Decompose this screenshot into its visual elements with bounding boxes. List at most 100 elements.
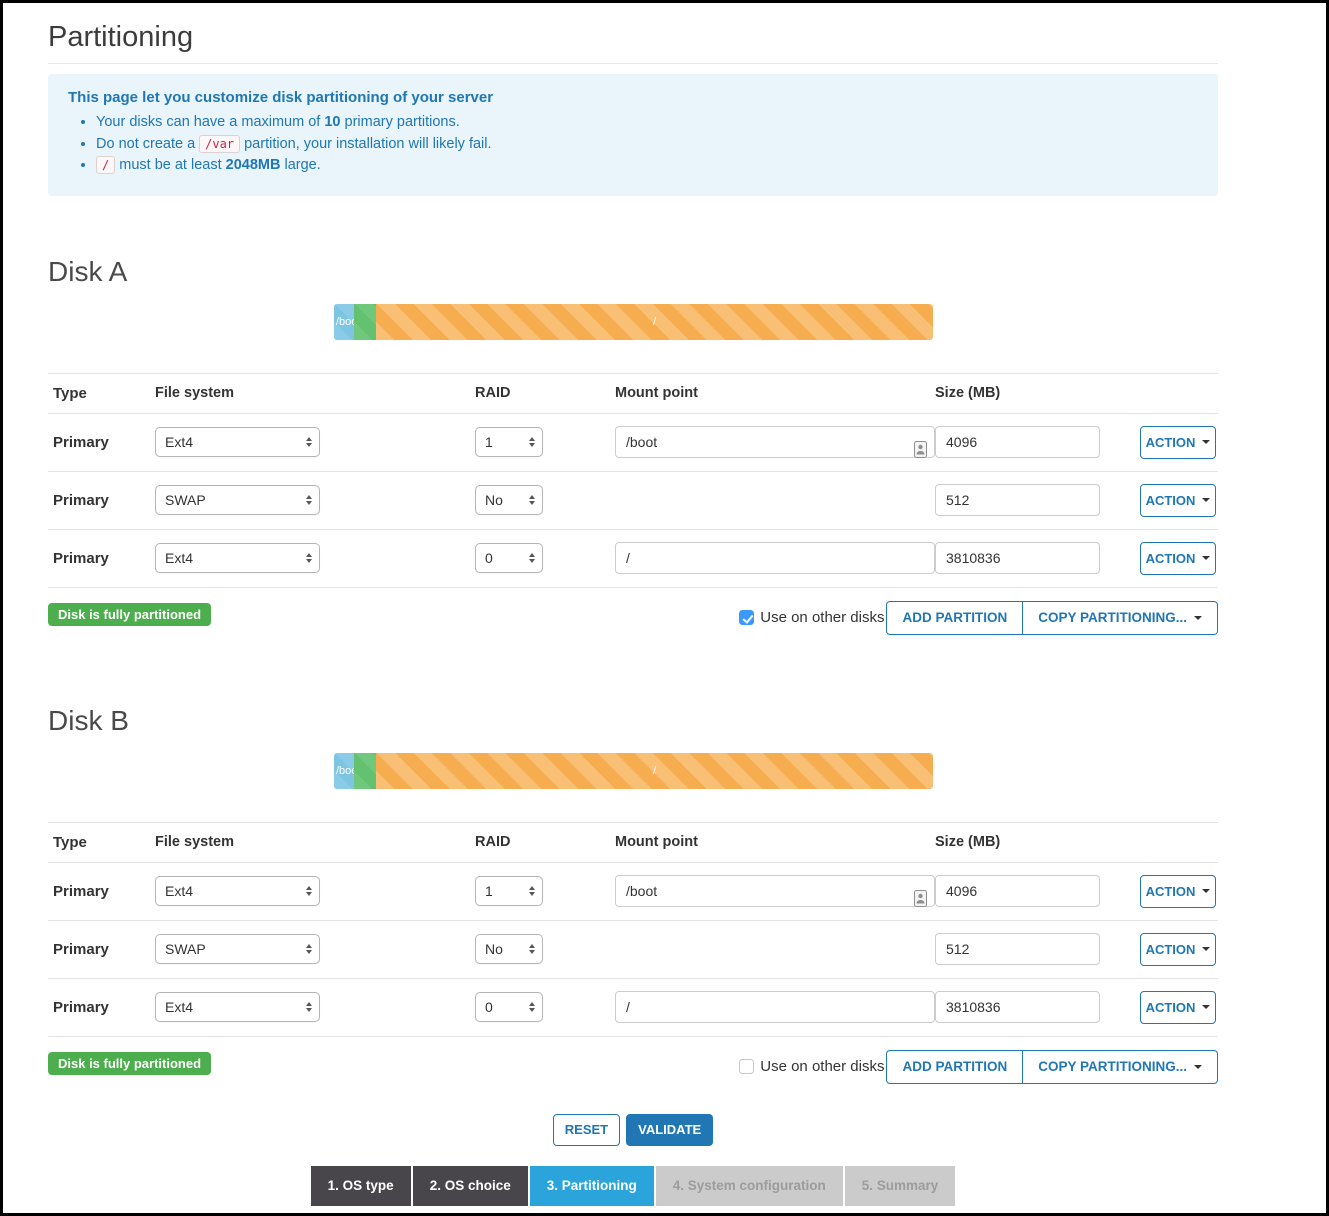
col-header-type: Type [53, 384, 87, 402]
raid-select[interactable]: 1 [475, 876, 543, 906]
size-input[interactable] [935, 991, 1100, 1023]
caret-down-icon [1202, 889, 1211, 893]
disk-a-title: Disk A [48, 255, 128, 287]
partition-actions-group: ADD PARTITION COPY PARTITIONING... [886, 600, 1218, 635]
action-dropdown-button[interactable]: ACTION [1140, 483, 1216, 517]
partition-segment-boot: /boo [334, 303, 354, 340]
partition-segment-boot: /boo [334, 752, 354, 789]
caret-down-icon [1194, 1064, 1202, 1069]
col-header-filesystem: File system [155, 834, 234, 850]
size-input[interactable] [935, 542, 1100, 574]
raid-select[interactable]: No [475, 485, 543, 515]
col-header-raid: RAID [475, 385, 511, 401]
info-heading: This page let you customize disk partiti… [68, 89, 494, 106]
size-input[interactable] [935, 426, 1100, 458]
mount-point-input[interactable] [615, 542, 935, 574]
mount-point-input[interactable] [615, 991, 935, 1023]
validate-button[interactable]: VALIDATE [626, 1113, 714, 1146]
action-dropdown-button[interactable]: ACTION [1140, 932, 1216, 966]
table-row: Primary SWAP No ACTION [48, 472, 1218, 530]
select-arrows-icon [529, 437, 535, 447]
disk-section-b: Disk B /boo / Type File system RAID Moun… [48, 705, 1218, 1084]
title-divider [48, 63, 1218, 64]
disk-b-title: Disk B [48, 704, 129, 736]
caret-down-icon [1194, 615, 1202, 620]
raid-select[interactable]: No [475, 934, 543, 964]
add-partition-button[interactable]: ADD PARTITION [886, 1049, 1024, 1084]
disk-section-a: Disk A /boo / Type File system RAID Moun… [48, 256, 1218, 635]
wizard-steps: 1. OS type 2. OS choice 3. Partitioning … [48, 1165, 1218, 1206]
info-bullet-var-warning: Do not create a /var partition, your ins… [96, 134, 1198, 155]
filesystem-select[interactable]: Ext4 [155, 876, 320, 906]
copy-partitioning-button[interactable]: COPY PARTITIONING... [1023, 600, 1218, 635]
select-arrows-icon [529, 886, 535, 896]
partition-segment-swap [354, 303, 376, 340]
copy-partitioning-button[interactable]: COPY PARTITIONING... [1023, 1049, 1218, 1084]
step-os-choice[interactable]: 2. OS choice [412, 1165, 528, 1206]
autofill-contact-icon[interactable] [914, 890, 927, 912]
caret-down-icon [1202, 440, 1211, 444]
col-header-mount: Mount point [615, 834, 698, 850]
step-os-type[interactable]: 1. OS type [310, 1165, 411, 1206]
action-dropdown-button[interactable]: ACTION [1140, 990, 1216, 1024]
partition-segment-swap [354, 752, 376, 789]
partition-type: Primary [53, 433, 109, 451]
partition-type: Primary [53, 549, 109, 567]
raid-select[interactable]: 0 [475, 992, 543, 1022]
col-header-size: Size (MB) [935, 834, 1001, 850]
select-arrows-icon [529, 1002, 535, 1012]
raid-select[interactable]: 0 [475, 543, 543, 573]
select-arrows-icon [306, 495, 312, 505]
select-arrows-icon [529, 495, 535, 505]
disk-a-footer: Disk is fully partitioned Use on other d… [48, 600, 1218, 635]
action-dropdown-button[interactable]: ACTION [1140, 874, 1216, 908]
use-on-other-disks-checkbox[interactable] [739, 610, 755, 625]
col-header-raid: RAID [475, 834, 511, 850]
action-dropdown-button[interactable]: ACTION [1140, 541, 1216, 575]
filesystem-select[interactable]: Ext4 [155, 427, 320, 457]
mount-point-input[interactable] [615, 426, 935, 458]
step-partitioning[interactable]: 3. Partitioning [529, 1165, 654, 1206]
filesystem-select[interactable]: SWAP [155, 934, 320, 964]
select-arrows-icon [529, 553, 535, 563]
select-arrows-icon [529, 944, 535, 954]
use-on-other-disks-checkbox[interactable] [739, 1059, 755, 1074]
col-header-mount: Mount point [615, 385, 698, 401]
autofill-contact-icon[interactable] [914, 441, 927, 463]
mount-point-input[interactable] [615, 875, 935, 907]
size-input[interactable] [935, 484, 1100, 516]
table-row: Primary Ext4 1 ACTION [48, 863, 1218, 921]
col-header-size: Size (MB) [935, 385, 1001, 401]
partition-segment-root: / [376, 303, 933, 340]
action-dropdown-button[interactable]: ACTION [1140, 425, 1216, 459]
select-arrows-icon [306, 437, 312, 447]
col-header-type: Type [53, 833, 87, 851]
use-on-other-disks-label: Use on other disks [760, 1058, 885, 1075]
step-summary: 5. Summary [844, 1165, 956, 1206]
raid-select[interactable]: 1 [475, 427, 543, 457]
partition-type: Primary [53, 882, 109, 900]
table-row: Primary SWAP No ACTION [48, 921, 1218, 979]
filesystem-select[interactable]: SWAP [155, 485, 320, 515]
page-actions: RESET VALIDATE [48, 1113, 1218, 1146]
size-input[interactable] [935, 933, 1100, 965]
filesystem-select[interactable]: Ext4 [155, 992, 320, 1022]
select-arrows-icon [306, 886, 312, 896]
select-arrows-icon [306, 553, 312, 563]
partition-segment-root: / [376, 752, 933, 789]
partition-type: Primary [53, 491, 109, 509]
table-header-row: Type File system RAID Mount point Size (… [48, 821, 1218, 863]
caret-down-icon [1202, 1005, 1211, 1009]
var-code: /var [199, 134, 241, 153]
partition-type: Primary [53, 998, 109, 1016]
table-header-row: Type File system RAID Mount point Size (… [48, 372, 1218, 414]
size-input[interactable] [935, 875, 1100, 907]
root-code: / [96, 156, 116, 174]
filesystem-select[interactable]: Ext4 [155, 543, 320, 573]
info-bullet-max-partitions: Your disks can have a maximum of 10 prim… [96, 112, 1198, 133]
partition-type: Primary [53, 940, 109, 958]
add-partition-button[interactable]: ADD PARTITION [886, 600, 1024, 635]
reset-button[interactable]: RESET [552, 1113, 621, 1146]
info-bullet-root-size: / must be at least 2048MB large. [96, 155, 1198, 176]
